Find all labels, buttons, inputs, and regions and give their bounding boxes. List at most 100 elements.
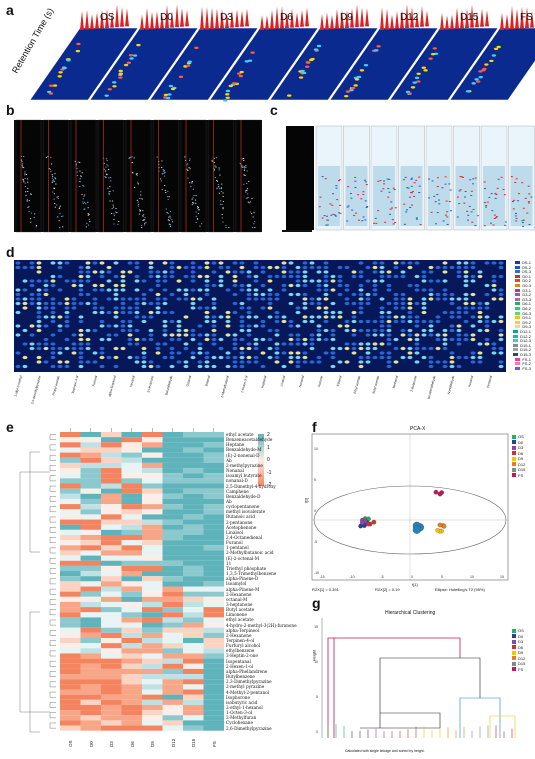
heatmap-cell	[60, 432, 81, 438]
spot	[134, 186, 136, 188]
fingerprint-cell	[260, 306, 266, 310]
fingerprint-cell	[281, 270, 287, 274]
fingerprint-cell	[92, 351, 98, 355]
fingerprint-cell	[50, 279, 56, 283]
fingerprint-cell	[246, 315, 252, 319]
fingerprint-cell	[197, 288, 203, 292]
spot	[156, 156, 158, 158]
heatmap-cell	[162, 715, 183, 721]
pca-ytick: 5	[314, 478, 316, 482]
fingerprint-cell	[190, 306, 196, 310]
spot	[136, 43, 141, 47]
heatmap-cell	[183, 715, 204, 721]
fingerprint-cell	[232, 360, 238, 364]
fingerprint-cell	[113, 346, 119, 351]
fingerprint-cell	[428, 355, 434, 360]
fingerprint-cell	[190, 297, 196, 301]
spot	[253, 223, 255, 225]
fingerprint-cell	[155, 292, 161, 297]
spot	[354, 177, 357, 179]
fingerprint-cell	[141, 355, 147, 360]
spot	[30, 212, 33, 214]
heatmap-cell	[60, 601, 81, 608]
fingerprint-cell	[379, 333, 385, 337]
spot	[160, 180, 163, 182]
fingerprint-cell	[288, 292, 294, 297]
heatmap-cell	[142, 519, 163, 525]
spot	[106, 160, 108, 162]
spot	[442, 220, 445, 222]
spot	[162, 170, 164, 172]
spot	[140, 197, 142, 199]
fingerprint-cell	[239, 288, 245, 292]
fingerprint-cell	[134, 360, 140, 364]
heatmap-cell	[60, 529, 81, 535]
spot	[75, 49, 81, 53]
spike	[210, 7, 214, 30]
spot	[22, 167, 25, 169]
fingerprint-cell	[148, 364, 154, 369]
heatmap-cell	[162, 725, 183, 731]
spot	[241, 166, 243, 168]
spot	[241, 164, 243, 166]
fingerprint-cell	[372, 288, 378, 292]
spot	[488, 196, 491, 198]
spike	[295, 12, 299, 28]
heatmap-cell	[142, 483, 163, 489]
fingerprint-cell	[78, 360, 84, 364]
spot	[213, 169, 216, 170]
heatmap-cell	[183, 627, 204, 633]
fingerprint-cell	[351, 310, 357, 315]
spot	[346, 220, 349, 222]
fingerprint-cell	[281, 364, 287, 369]
spot	[137, 205, 139, 207]
panel-bc-topographic-plots	[14, 119, 535, 233]
row-dendrogram	[19, 471, 50, 713]
legend-label: D9	[518, 650, 524, 655]
fingerprint-cell	[169, 337, 175, 342]
fingerprint-cell	[127, 261, 133, 265]
fingerprint-cell	[253, 324, 259, 328]
spot	[80, 176, 82, 177]
fingerprint-cell	[15, 292, 21, 297]
heatmap-row-label: Furanol	[226, 540, 243, 546]
fingerprint-cell	[274, 346, 280, 351]
fingerprint-cell	[428, 346, 434, 351]
spot	[84, 194, 86, 196]
fingerprint-cell	[274, 265, 280, 270]
fingerprint-cell	[372, 279, 378, 283]
pca-point	[433, 489, 439, 495]
fingerprint-cell	[295, 355, 301, 360]
heatmap-row-label: 2-Hexanone	[226, 591, 252, 597]
heatmap-cell	[183, 586, 204, 592]
fingerprint-cell	[218, 265, 224, 270]
row-dendrogram	[49, 506, 56, 513]
spot	[220, 187, 223, 188]
spot	[313, 48, 319, 51]
spot	[476, 80, 481, 83]
row-dendrogram	[49, 619, 56, 626]
heatmap-cell	[183, 725, 204, 731]
heatmap-cell	[162, 653, 183, 659]
fingerprint-cell	[29, 342, 35, 346]
fingerprint-cell	[365, 342, 371, 346]
heatmap-cell	[121, 710, 142, 716]
heatmap-cell	[183, 452, 204, 458]
spike	[410, 7, 414, 28]
heatmap-cell	[183, 596, 204, 602]
heatmap-cell	[183, 550, 204, 556]
fingerprint-cell	[442, 364, 448, 369]
fingerprint-cell	[323, 288, 329, 292]
fingerprint-cell	[477, 306, 483, 310]
fingerprint-cell	[169, 292, 175, 297]
spot	[82, 198, 84, 200]
spot	[26, 200, 28, 202]
spot	[109, 186, 111, 187]
heatmap-cell	[101, 457, 122, 463]
fingerprint-cell	[211, 306, 217, 310]
spot	[215, 166, 217, 168]
fingerprint-cell	[162, 328, 168, 333]
spot	[225, 96, 230, 100]
spot	[421, 66, 426, 69]
spot	[137, 204, 140, 205]
